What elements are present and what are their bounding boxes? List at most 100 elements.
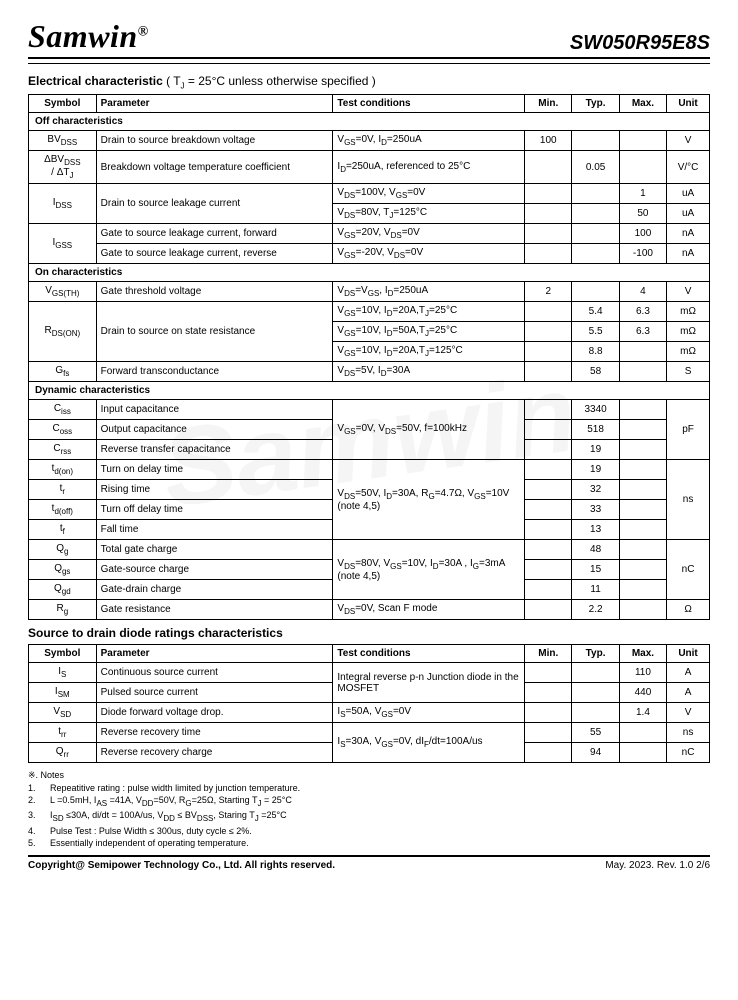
cell <box>572 204 619 224</box>
cell: V <box>667 703 710 723</box>
part-number: SW050R95E8S <box>570 32 710 55</box>
table-row: ΔBVDSS/ ΔTJBreakdown voltage temperature… <box>29 151 710 184</box>
cell <box>525 322 572 342</box>
cell: 11 <box>572 580 619 600</box>
cell: ns <box>667 723 710 743</box>
cell <box>525 580 572 600</box>
cell: VDS=VGS, ID=250uA <box>333 282 525 302</box>
cell <box>525 302 572 322</box>
footer-right: May. 2023. Rev. 1.0 2/6 <box>605 860 710 871</box>
cell: 58 <box>572 362 619 382</box>
cell: Gate to source leakage current, reverse <box>96 244 333 264</box>
cell: Crss <box>29 440 97 460</box>
cell: 6.3 <box>619 302 666 322</box>
table-row: IGSSGate to source leakage current, forw… <box>29 224 710 244</box>
cell <box>525 342 572 362</box>
cell: 2 <box>525 282 572 302</box>
cell: 440 <box>619 683 666 703</box>
cell <box>572 184 619 204</box>
table-row: IDSSDrain to source leakage currentVDS=1… <box>29 184 710 204</box>
col-header: Max. <box>619 95 666 113</box>
cell <box>619 480 666 500</box>
table-head: SymbolParameterTest conditionsMin.Typ.Ma… <box>29 95 710 113</box>
cell <box>619 743 666 763</box>
cell: pF <box>667 400 710 460</box>
cell: 13 <box>572 520 619 540</box>
cell: IS=50A, VGS=0V <box>333 703 525 723</box>
cell: IGSS <box>29 224 97 264</box>
table-row: td(on)Turn on delay timeVDS=50V, ID=30A,… <box>29 460 710 480</box>
electrical-table: SymbolParameterTest conditionsMin.Typ.Ma… <box>28 94 710 620</box>
cell: 15 <box>572 560 619 580</box>
cell: 5.4 <box>572 302 619 322</box>
cell: Total gate charge <box>96 540 333 560</box>
cell: Turn off delay time <box>96 500 333 520</box>
col-header: Typ. <box>572 645 619 663</box>
cell: Input capacitance <box>96 400 333 420</box>
cell: Qgs <box>29 560 97 580</box>
cell: mΩ <box>667 322 710 342</box>
col-header: Symbol <box>29 645 97 663</box>
cell <box>525 362 572 382</box>
table-row: trrReverse recovery timeIS=30A, VGS=0V, … <box>29 723 710 743</box>
cell <box>525 683 572 703</box>
cell: 100 <box>525 131 572 151</box>
section-row: Dynamic characteristics <box>29 382 710 400</box>
col-header: Min. <box>525 95 572 113</box>
cell <box>525 520 572 540</box>
cell <box>572 224 619 244</box>
note-item: 1.Repeatitive rating : pulse width limit… <box>28 782 710 794</box>
section-label: Off characteristics <box>29 113 710 131</box>
cell: nA <box>667 224 710 244</box>
table-row: ISContinuous source currentIntegral reve… <box>29 663 710 683</box>
cell <box>572 683 619 703</box>
cell: VGS=10V, ID=20A,TJ=125°C <box>333 342 525 362</box>
cell <box>619 580 666 600</box>
cell: Drain to source on state resistance <box>96 302 333 362</box>
cell: 33 <box>572 500 619 520</box>
cell: VGS=20V, VDS=0V <box>333 224 525 244</box>
cell: Drain to source leakage current <box>96 184 333 224</box>
notes: ※. Notes 1.Repeatitive rating : pulse wi… <box>28 769 710 849</box>
footer-left: Copyright@ Semipower Technology Co., Ltd… <box>28 860 335 871</box>
cell: Pulsed source current <box>96 683 333 703</box>
table-row: QgTotal gate chargeVDS=80V, VGS=10V, ID=… <box>29 540 710 560</box>
cell: Fall time <box>96 520 333 540</box>
cell <box>619 500 666 520</box>
note-item: 4.Pulse Test : Pulse Width ≤ 300us, duty… <box>28 825 710 837</box>
footer: Copyright@ Semipower Technology Co., Ltd… <box>28 855 710 871</box>
logo: Samwin® <box>28 18 149 55</box>
cell: Reverse recovery time <box>96 723 333 743</box>
cell: IDSS <box>29 184 97 224</box>
cell: 1 <box>619 184 666 204</box>
cell: Breakdown voltage temperature coefficien… <box>96 151 333 184</box>
cell: V <box>667 282 710 302</box>
note-item: 2.L =0.5mH, IAS =41A, VDD=50V, RG=25Ω, S… <box>28 794 710 810</box>
electrical-title: Electrical characteristic ( TJ = 25°C un… <box>28 74 710 90</box>
cell: Forward transconductance <box>96 362 333 382</box>
cell <box>525 400 572 420</box>
table-row: CissInput capacitanceVGS=0V, VDS=50V, f=… <box>29 400 710 420</box>
cell: Gate to source leakage current, forward <box>96 224 333 244</box>
cell: S <box>667 362 710 382</box>
diode-table: SymbolParameterTest conditionsMin.Typ.Ma… <box>28 644 710 763</box>
cell <box>619 723 666 743</box>
cell <box>525 663 572 683</box>
cell: RDS(ON) <box>29 302 97 362</box>
note-item: 3.ISD ≤30A, di/dt = 100A/us, VDD ≤ BVDSS… <box>28 809 710 825</box>
cell: Gate-source charge <box>96 560 333 580</box>
cell: Output capacitance <box>96 420 333 440</box>
cell <box>619 560 666 580</box>
table-row: RgGate resistanceVDS=0V, Scan F mode2.2Ω <box>29 600 710 620</box>
cell: IS <box>29 663 97 683</box>
cell <box>525 151 572 184</box>
cell: 0.05 <box>572 151 619 184</box>
cell: ΔBVDSS/ ΔTJ <box>29 151 97 184</box>
cell: VGS=10V, ID=50A,TJ=25°C <box>333 322 525 342</box>
cell: ns <box>667 460 710 540</box>
cell: -100 <box>619 244 666 264</box>
cell: 19 <box>572 440 619 460</box>
cell <box>525 600 572 620</box>
cell: VDS=80V, VGS=10V, ID=30A , IG=3mA(note 4… <box>333 540 525 600</box>
cell <box>525 703 572 723</box>
